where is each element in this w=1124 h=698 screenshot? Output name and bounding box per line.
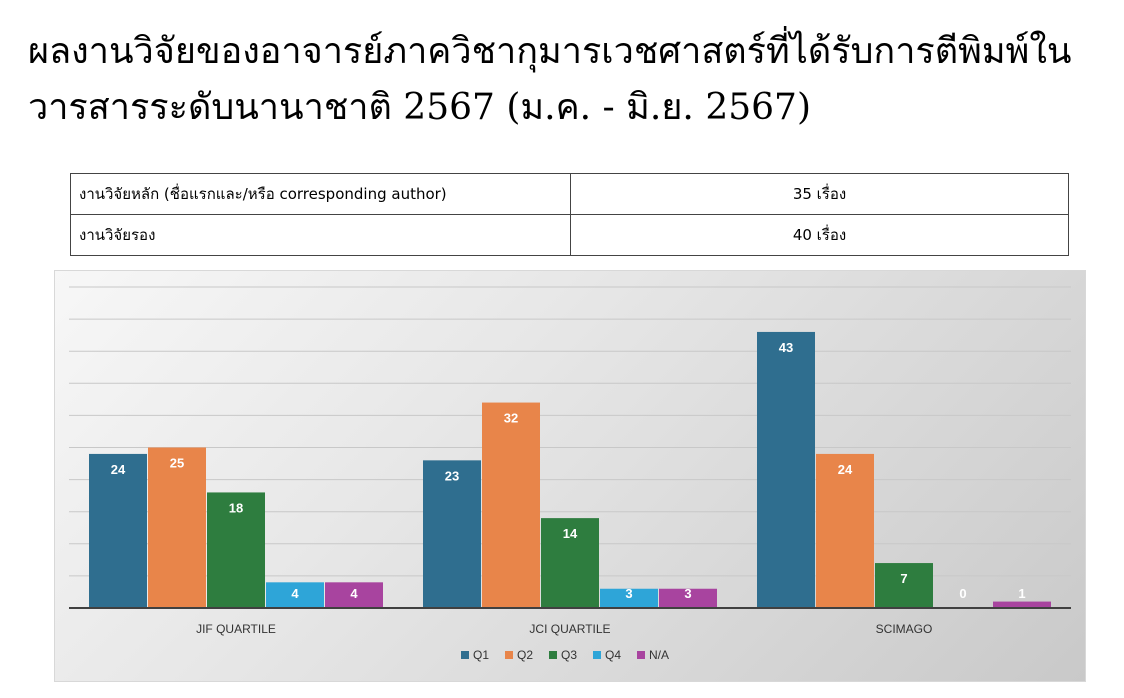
bar-q1-1	[423, 460, 481, 608]
bar-q3-0	[207, 492, 265, 608]
summary-secondary-value: 40 เรื่อง	[570, 214, 1069, 256]
summary-row-secondary: งานวิจัยรอง 40 เรื่อง	[70, 214, 1069, 256]
legend-swatch-q4	[593, 651, 601, 659]
legend-swatch-na	[637, 651, 645, 659]
data-label: 24	[111, 462, 126, 477]
bar-na-0	[325, 582, 383, 608]
bar-q1-2	[757, 331, 815, 608]
summary-primary-value: 35 เรื่อง	[570, 173, 1069, 215]
bar-na-2	[993, 601, 1051, 608]
bar-q2-2	[816, 453, 874, 608]
page-title: ผลงานวิจัยของอาจารย์ภาควิชากุมารเวชศาสตร…	[28, 24, 1108, 136]
category-label: SCIMAGO	[876, 622, 933, 636]
summary-row-primary: งานวิจัยหลัก (ชื่อแรกและ/หรือ correspond…	[70, 173, 1069, 215]
legend-swatch-q2	[505, 651, 513, 659]
data-label: 1	[1018, 586, 1025, 601]
data-label: 43	[779, 340, 793, 355]
data-label: 23	[445, 468, 459, 483]
bar-q2-1	[482, 402, 540, 608]
bar-q3-2	[875, 563, 933, 608]
legend-label: N/A	[649, 648, 669, 662]
data-label: 14	[563, 526, 578, 541]
bar-q4-0	[266, 582, 324, 608]
bar-q2-0	[148, 447, 206, 608]
category-label: JCI QUARTILE	[529, 622, 610, 636]
legend-swatch-q1	[461, 651, 469, 659]
chart-panel: 24 25 18 4 4 JIF QUARTILE 23 32 14 3 3 JCI QUARTILE…	[54, 270, 1086, 682]
bar-q1-0	[89, 453, 147, 608]
legend-label: Q1	[473, 648, 489, 662]
data-label: 25	[170, 456, 184, 471]
category-label: JIF QUARTILE	[196, 622, 276, 636]
data-label: 0	[959, 586, 966, 601]
summary-table: งานวิจัยหลัก (ชื่อแรกและ/หรือ correspond…	[70, 173, 1069, 256]
legend-label: Q2	[517, 648, 533, 662]
legend-label: Q4	[605, 648, 621, 662]
data-label: 24	[838, 462, 853, 477]
data-label: 3	[625, 586, 632, 601]
summary-secondary-label: งานวิจัยรอง	[70, 214, 571, 256]
data-label: 3	[684, 586, 691, 601]
title-line-2: วารสารระดับนานาชาติ 2567 (ม.ค. - มิ.ย. 2…	[28, 87, 811, 128]
summary-primary-label: งานวิจัยหลัก (ชื่อแรกและ/หรือ correspond…	[70, 173, 571, 215]
legend-swatch-q3	[549, 651, 557, 659]
title-line-1: ผลงานวิจัยของอาจารย์ภาควิชากุมารเวชศาสตร…	[28, 31, 1072, 72]
data-label: 4	[350, 586, 358, 601]
bar-na-1	[659, 588, 717, 608]
data-label: 4	[291, 586, 299, 601]
data-label: 32	[504, 411, 518, 426]
bar-q4-1	[600, 588, 658, 608]
data-label: 18	[229, 500, 243, 515]
legend-label: Q3	[561, 648, 577, 662]
data-label: 7	[900, 571, 907, 586]
bar-q3-1	[541, 518, 599, 608]
